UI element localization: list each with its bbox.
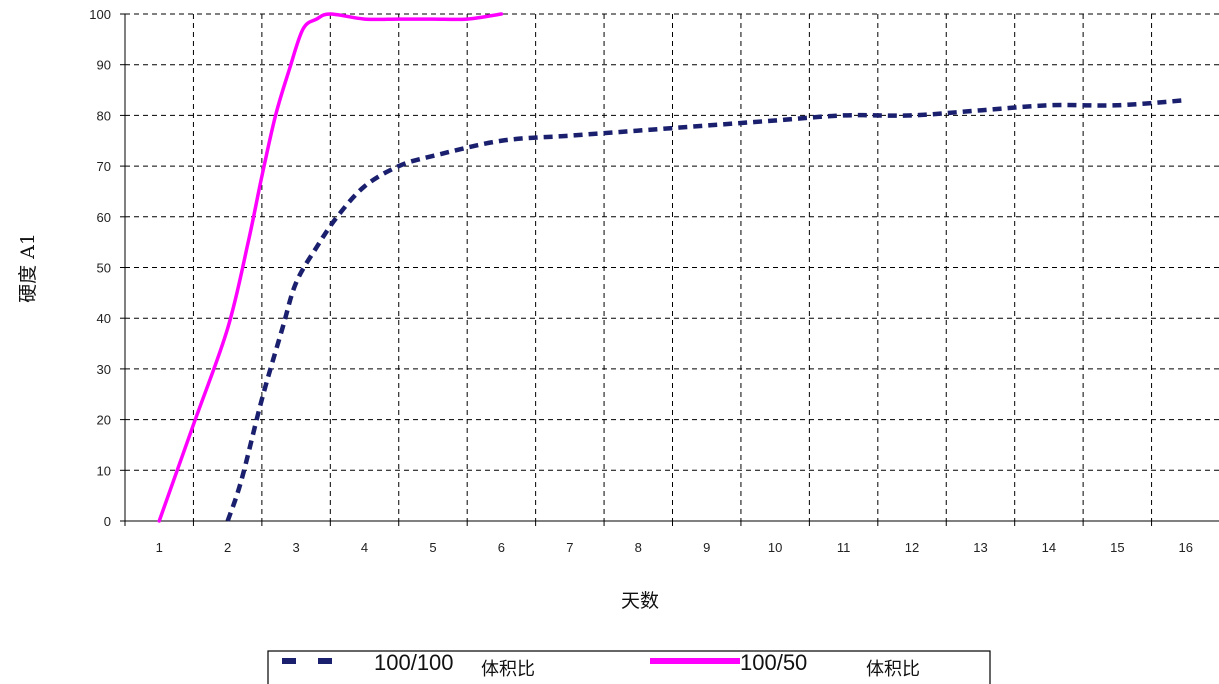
x-tick-label: 11: [837, 540, 851, 555]
series-line-100-100: [225, 97, 1186, 522]
x-tick-label: 6: [498, 540, 505, 555]
x-tick-label: 2: [224, 540, 231, 555]
y-tick-label: 100: [89, 7, 111, 22]
x-tick-label: 4: [361, 540, 368, 555]
x-tick-label: 13: [973, 540, 987, 555]
x-tick-label: 8: [635, 540, 642, 555]
y-tick-label: 80: [97, 108, 111, 123]
y-tick-label: 70: [97, 159, 111, 174]
x-tick-label: 5: [429, 540, 436, 555]
y-axis-title: 硬度 A1: [17, 233, 39, 303]
x-tick-label: 12: [905, 540, 919, 555]
x-tick-label: 1: [156, 540, 163, 555]
grid: [120, 13, 1219, 526]
x-tick-labels: 1 2 3 4 5 6 7 8 9 10 11 12 13 14 15 16: [156, 540, 1193, 555]
x-axis-title: 天数: [621, 590, 659, 612]
legend-box: [267, 650, 991, 684]
legend-label-100-50: 100/50: [740, 650, 807, 675]
y-tick-labels: 0 10 20 30 40 50 60 70 80 90 100: [89, 7, 111, 529]
x-tick-label: 14: [1042, 540, 1056, 555]
y-tick-label: 10: [97, 463, 111, 478]
y-tick-label: 90: [97, 58, 111, 73]
legend: 100/100 体积比 100/50 体积比: [267, 650, 991, 684]
y-tick-label: 0: [104, 514, 111, 529]
y-tick-label: 60: [97, 210, 111, 225]
x-tick-label: 15: [1110, 540, 1124, 555]
series-line-100-50: [157, 12, 504, 523]
x-tick-label: 9: [703, 540, 710, 555]
y-tick-label: 20: [97, 413, 111, 428]
x-tick-label: 7: [566, 540, 573, 555]
y-tick-label: 50: [97, 261, 111, 276]
legend-suffix-100-50: 体积比: [866, 659, 920, 680]
y-tick-label: 30: [97, 362, 111, 377]
legend-label-100-100: 100/100: [374, 650, 454, 675]
x-tick-label: 3: [292, 540, 299, 555]
x-tick-label: 16: [1179, 540, 1193, 555]
x-tick-label: 10: [768, 540, 782, 555]
series-layer: [157, 12, 1186, 523]
legend-suffix-100-100: 体积比: [481, 659, 535, 680]
y-tick-label: 40: [97, 311, 111, 326]
